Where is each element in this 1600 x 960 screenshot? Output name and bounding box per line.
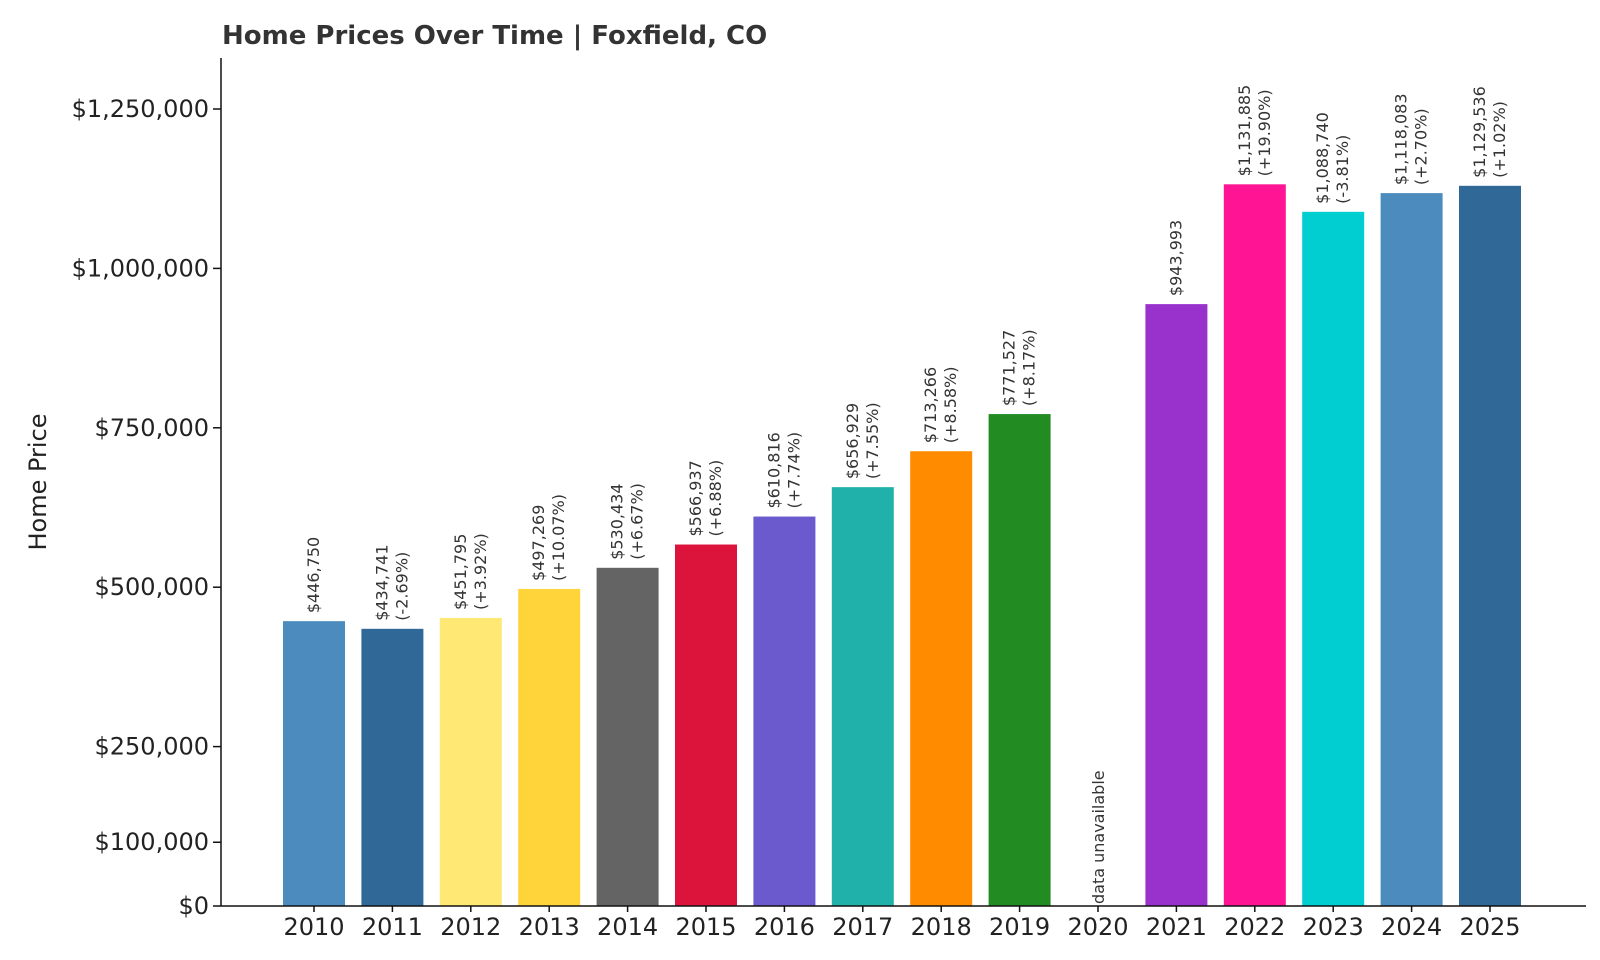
change-label: (+19.90%) [1255,89,1274,176]
x-tick-label: 2020 [1067,913,1128,941]
price-label: $610,816 [764,432,783,508]
change-label: (+7.55%) [863,402,882,479]
change-label: (+7.74%) [784,432,803,509]
y-tick-label: $750,000 [94,414,209,442]
bar-2010 [283,621,345,906]
data-label-2014: $530,434(+6.67%) [608,483,647,560]
data-label-2024: $1,118,083(+2.70%) [1392,94,1431,186]
x-tick-label: 2015 [675,913,736,941]
change-label: (+2.70%) [1412,108,1431,185]
change-label: (+10.07%) [549,494,568,581]
x-tick-label: 2016 [754,913,815,941]
data-label-2016: $610,816(+7.74%) [764,432,803,509]
data-label-2017: $656,929(+7.55%) [843,402,882,479]
bar-2025 [1459,185,1521,906]
change-label: (+8.17%) [1020,329,1039,406]
bar-2013 [518,588,581,906]
price-label: $530,434 [608,483,627,559]
change-label: (+3.92%) [471,533,490,610]
change-label: (-3.81%) [1333,135,1352,204]
bar-2022 [1223,184,1286,907]
bar-2019 [988,414,1051,906]
bar-2014 [596,567,659,906]
price-label: $446,750 [304,537,323,613]
x-tick-label: 2017 [832,913,893,941]
price-label: $1,131,885 [1235,85,1254,177]
chart-title: Home Prices Over Time | Foxfield, CO [222,21,767,51]
price-label: $451,795 [451,534,470,610]
price-label: $943,993 [1166,220,1185,296]
bar-2024 [1380,193,1443,906]
y-tick-label: $250,000 [94,733,209,761]
price-label: $497,269 [529,505,548,581]
change-label: (+8.58%) [941,367,960,444]
data-label-2025: $1,129,536(+1.02%) [1470,86,1509,178]
bar-2016 [753,516,816,906]
change-label: (-2.69%) [392,552,411,621]
bars [283,184,1521,907]
x-axis-ticks: 2010 2011 2012 2013 2014 2015 2016 2017 2018 2019… [283,906,1521,941]
change-label: (+6.67%) [628,483,647,560]
data-label-2023: $1,088,740(-3.81%) [1313,112,1352,204]
x-tick-label: 2010 [283,913,344,941]
x-tick-label: 2014 [597,913,658,941]
data-labels: $446,750 $434,741(-2.69%) $451,795(+3.92%)… [304,85,1509,904]
bar-2023 [1302,211,1365,906]
data-label-2013: $497,269(+10.07%) [529,494,568,581]
x-tick-label: 2012 [440,913,501,941]
x-tick-label: 2025 [1459,913,1520,941]
price-label: $566,937 [686,460,705,536]
data-label-2011: $434,741(-2.69%) [372,544,411,620]
bar-2018 [910,451,973,906]
data-label-2015: $566,937(+6.88%) [686,460,725,537]
data-label-2020: data unavailable [1089,770,1108,904]
y-tick-label: $1,000,000 [72,254,209,282]
y-tick-label: $100,000 [94,828,209,856]
price-label: $713,266 [921,367,940,443]
data-label-2019: $771,527(+8.17%) [1000,329,1039,406]
y-axis-label: Home Price [24,413,52,550]
x-tick-label: 2011 [362,913,423,941]
x-tick-label: 2019 [989,913,1050,941]
change-label: (+6.88%) [706,460,725,537]
bar-2011 [361,628,424,906]
x-tick-label: 2024 [1381,913,1442,941]
price-label: $771,527 [1000,330,1019,406]
y-tick-label: $1,250,000 [72,95,209,123]
y-axis-ticks: $0 $100,000 $250,000 $500,000 $750,000 $1,000… [72,95,221,920]
y-tick-label: $0 [178,892,209,920]
x-tick-label: 2013 [519,913,580,941]
bar-2021 [1145,304,1208,907]
bar-2017 [831,487,894,906]
data-label-2021: $943,993 [1166,220,1185,296]
price-label: $1,129,536 [1470,86,1489,178]
y-tick-label: $500,000 [94,573,209,601]
price-label: $434,741 [372,544,391,620]
x-tick-label: 2022 [1224,913,1285,941]
price-label: $656,929 [843,403,862,479]
bar-2012 [439,617,502,906]
bar-2015 [675,544,737,906]
price-label: $1,118,083 [1392,94,1411,186]
data-label-2010: $446,750 [304,537,323,613]
price-label: $1,088,740 [1313,112,1332,204]
x-tick-label: 2023 [1303,913,1364,941]
x-tick-label: 2018 [911,913,972,941]
data-label-2018: $713,266(+8.58%) [921,367,960,444]
data-label-2022: $1,131,885(+19.90%) [1235,85,1274,177]
change-label: (+1.02%) [1490,101,1509,178]
data-label-2012: $451,795(+3.92%) [451,533,490,610]
x-tick-label: 2021 [1146,913,1207,941]
